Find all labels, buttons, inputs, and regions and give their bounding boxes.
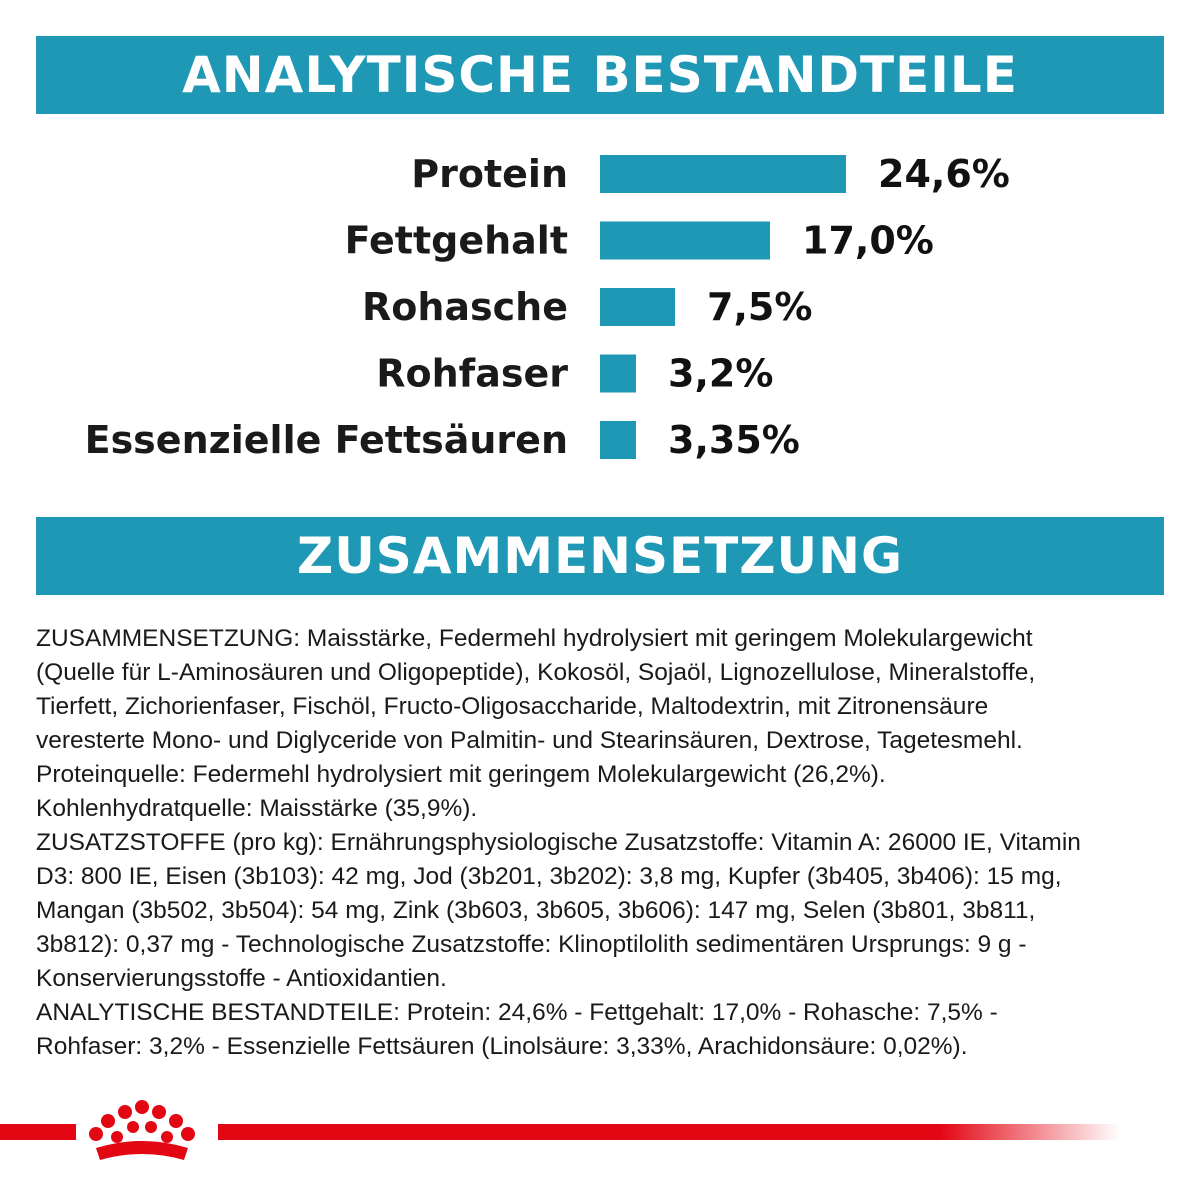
category-label: Protein [411,152,568,196]
bar [600,288,675,326]
bar [600,221,770,260]
composition-line: Kohlenhydratquelle: Maisstärke (35,9%). [36,795,478,822]
category-label: Rohasche [362,285,568,329]
composition-line: Proteinquelle: Federmehl hydrolysiert mi… [36,761,886,788]
composition-line: Mangan (3b502, 3b504): 54 mg, Zink (3b60… [36,897,1036,924]
bar [600,155,846,193]
brand-footer [0,1100,1120,1160]
composition-line: veresterte Mono- und Diglyceride von Pal… [36,727,1023,754]
footer-stripe-left [0,1124,76,1140]
footer-stripe-right [218,1124,1120,1140]
value-label: 3,2% [668,352,773,396]
value-label: 24,6% [878,152,1010,196]
composition-line: Tierfett, Zichorienfaser, Fischöl, Fruct… [36,693,989,720]
composition-text: ZUSAMMENSETZUNG: Maisstärke, Federmehl h… [36,622,1164,1064]
composition-banner: ZUSAMMENSETZUNG [36,517,1164,595]
composition-line: Konservierungsstoffe - Antioxidantien. [36,965,447,992]
analytics-banner: ANALYTISCHE BESTANDTEILE [36,36,1164,114]
composition-line: Rohfaser: 3,2% - Essenzielle Fettsäuren … [36,1033,968,1060]
value-label: 7,5% [707,285,812,329]
composition-line: ZUSAMMENSETZUNG: Maisstärke, Federmehl h… [36,625,1033,652]
crown-icon [89,1100,195,1160]
bar [600,354,636,393]
value-label: 17,0% [802,219,934,263]
category-label: Essenzielle Fettsäuren [85,418,568,462]
composition-line: D3: 800 IE, Eisen (3b103): 42 mg, Jod (3… [36,863,1062,890]
composition-line: ZUSATZSTOFFE (pro kg): Ernährungsphysiol… [36,829,1081,856]
composition-line: ANALYTISCHE BESTANDTEILE: Protein: 24,6%… [36,999,998,1026]
category-label: Fettgehalt [345,219,568,263]
category-label: Rohfaser [376,352,568,396]
value-label: 3,35% [668,418,800,462]
bar [600,421,636,459]
analytics-title: ANALYTISCHE BESTANDTEILE [182,46,1018,104]
composition-line: (Quelle für L-Aminosäuren und Oligopepti… [36,659,1036,686]
composition-title: ZUSAMMENSETZUNG [296,527,904,585]
composition-line: 3b812): 0,37 mg - Technologische Zusatzs… [36,931,1027,958]
nutrient-bar-chart: Protein 24,6% Fettgehalt 17,0% Rohasche 7,5% R… [85,152,1010,462]
